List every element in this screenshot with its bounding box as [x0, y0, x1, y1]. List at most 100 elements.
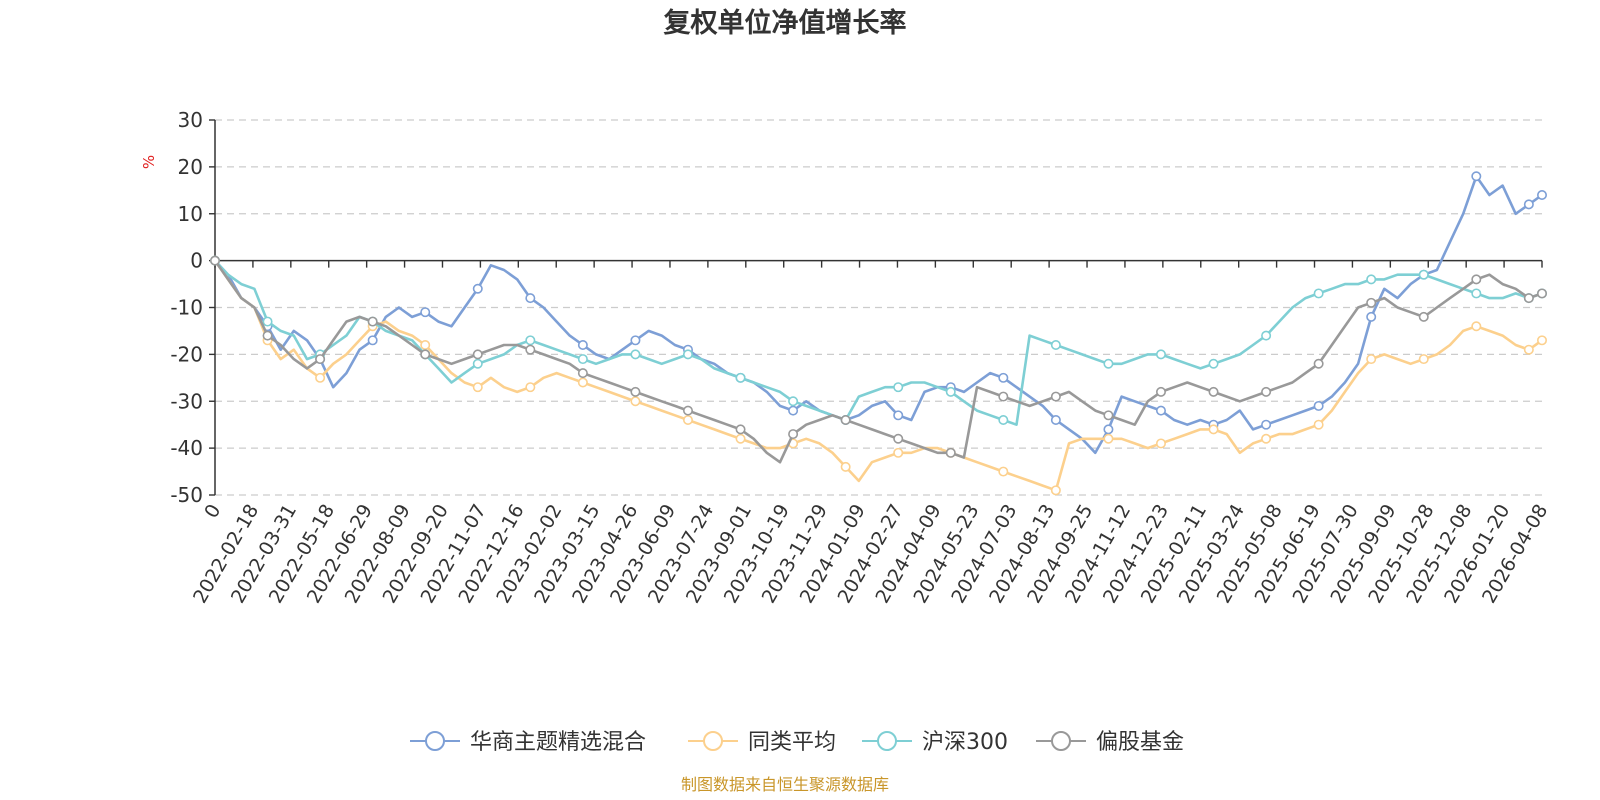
data-point[interactable]: [998, 466, 1009, 477]
data-point[interactable]: [1261, 386, 1272, 397]
data-point[interactable]: [1537, 288, 1548, 299]
data-point[interactable]: [472, 283, 483, 294]
data-point[interactable]: [1208, 386, 1219, 397]
data-point[interactable]: [1050, 391, 1061, 402]
x-tick-label: 0: [200, 501, 225, 522]
data-point[interactable]: [1313, 358, 1324, 369]
data-point[interactable]: [1471, 171, 1482, 182]
legend-item-2[interactable]: 沪深300: [862, 730, 1008, 755]
data-point[interactable]: [1313, 288, 1324, 299]
data-point[interactable]: [1523, 199, 1534, 210]
data-point[interactable]: [262, 330, 273, 341]
data-point[interactable]: [1050, 485, 1061, 496]
data-point[interactable]: [945, 386, 956, 397]
legend-item-0[interactable]: 华商主题精选混合: [410, 730, 646, 755]
data-point[interactable]: [315, 354, 326, 365]
data-point[interactable]: [1537, 190, 1548, 201]
data-point[interactable]: [1261, 433, 1272, 444]
data-point[interactable]: [420, 339, 431, 350]
data-point[interactable]: [577, 368, 588, 379]
data-point[interactable]: [893, 382, 904, 393]
data-point[interactable]: [525, 382, 536, 393]
data-point[interactable]: [315, 372, 326, 383]
data-point[interactable]: [682, 405, 693, 416]
data-point[interactable]: [682, 349, 693, 360]
data-point[interactable]: [840, 461, 851, 472]
data-point[interactable]: [840, 414, 851, 425]
data-point[interactable]: [1366, 311, 1377, 322]
data-point[interactable]: [998, 391, 1009, 402]
data-point[interactable]: [998, 414, 1009, 425]
legend-marker-icon: [703, 731, 723, 751]
legend-marker-icon: [425, 731, 445, 751]
data-point[interactable]: [630, 396, 641, 407]
data-point[interactable]: [1418, 269, 1429, 280]
data-point[interactable]: [893, 433, 904, 444]
series-line-3: [213, 259, 1544, 464]
data-point[interactable]: [525, 335, 536, 346]
data-point[interactable]: [630, 335, 641, 346]
data-point[interactable]: [367, 335, 378, 346]
data-point[interactable]: [210, 255, 221, 266]
data-point[interactable]: [1471, 321, 1482, 332]
data-point[interactable]: [1471, 288, 1482, 299]
data-point[interactable]: [1418, 311, 1429, 322]
data-point[interactable]: [1418, 354, 1429, 365]
data-point[interactable]: [1366, 354, 1377, 365]
data-point[interactable]: [577, 339, 588, 350]
data-point[interactable]: [998, 372, 1009, 383]
data-point[interactable]: [1155, 405, 1166, 416]
data-point[interactable]: [420, 349, 431, 360]
data-point[interactable]: [1261, 330, 1272, 341]
data-point[interactable]: [1103, 410, 1114, 421]
data-point[interactable]: [1155, 386, 1166, 397]
data-point[interactable]: [1366, 274, 1377, 285]
data-point[interactable]: [735, 372, 746, 383]
data-point[interactable]: [788, 396, 799, 407]
data-point[interactable]: [472, 358, 483, 369]
data-point[interactable]: [788, 429, 799, 440]
data-point[interactable]: [1208, 424, 1219, 435]
data-point[interactable]: [577, 377, 588, 388]
data-point[interactable]: [1155, 438, 1166, 449]
data-point[interactable]: [1471, 274, 1482, 285]
data-point[interactable]: [630, 386, 641, 397]
data-point[interactable]: [472, 382, 483, 393]
data-point[interactable]: [1155, 349, 1166, 360]
data-point[interactable]: [420, 307, 431, 318]
data-point[interactable]: [367, 316, 378, 327]
data-point[interactable]: [1261, 419, 1272, 430]
data-point[interactable]: [1103, 433, 1114, 444]
data-point[interactable]: [1313, 419, 1324, 430]
data-point[interactable]: [1050, 414, 1061, 425]
data-point[interactable]: [682, 414, 693, 425]
data-point[interactable]: [735, 433, 746, 444]
data-point[interactable]: [577, 354, 588, 365]
data-point[interactable]: [1103, 358, 1114, 369]
data-point[interactable]: [525, 344, 536, 355]
series-lines: [210, 171, 1548, 496]
data-point[interactable]: [472, 349, 483, 360]
data-point[interactable]: [525, 293, 536, 304]
data-point[interactable]: [630, 349, 641, 360]
data-point[interactable]: [1523, 293, 1534, 304]
data-point[interactable]: [1523, 344, 1534, 355]
data-point[interactable]: [1313, 400, 1324, 411]
data-point[interactable]: [735, 424, 746, 435]
y-tick-label: 0: [190, 249, 203, 273]
legend-item-3[interactable]: 偏股基金: [1036, 730, 1184, 755]
data-point[interactable]: [1103, 424, 1114, 435]
legend[interactable]: 华商主题精选混合 同类平均 沪深300 偏股基金: [410, 730, 1184, 755]
series-line-1: [213, 259, 1544, 492]
data-point[interactable]: [1208, 358, 1219, 369]
data-point[interactable]: [1537, 335, 1548, 346]
data-point[interactable]: [262, 316, 273, 327]
data-point[interactable]: [788, 405, 799, 416]
legend-item-1[interactable]: 同类平均: [688, 730, 836, 755]
data-point[interactable]: [893, 447, 904, 458]
data-point[interactable]: [945, 447, 956, 458]
data-point[interactable]: [893, 410, 904, 421]
data-point[interactable]: [1050, 339, 1061, 350]
data-point[interactable]: [1366, 297, 1377, 308]
